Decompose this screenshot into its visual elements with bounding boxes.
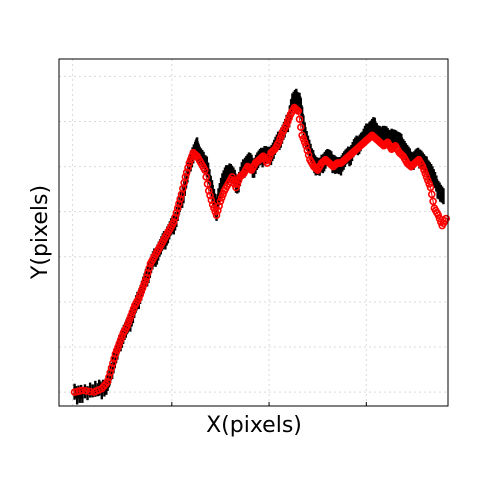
black-point <box>442 188 444 204</box>
y-axis-label: Y(pixels) <box>28 185 53 280</box>
ticks <box>172 402 367 406</box>
x-axis-label: X(pixels) <box>206 413 302 438</box>
series-black <box>73 89 444 405</box>
